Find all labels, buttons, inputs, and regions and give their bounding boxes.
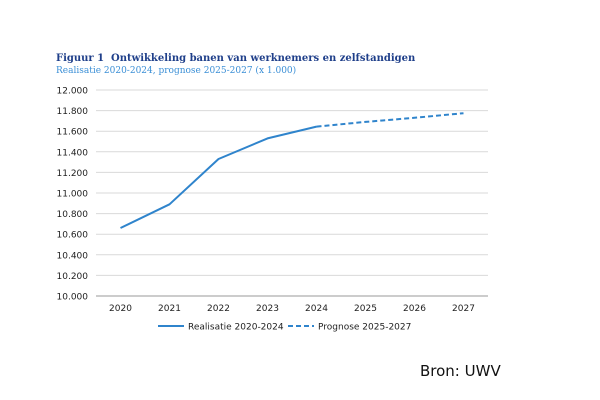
y-tick-label: 11.400 — [57, 148, 89, 158]
chart-subtitle: Realisatie 2020-2024, prognose 2025-2027… — [56, 66, 297, 76]
y-tick-label: 11.800 — [57, 107, 89, 117]
y-tick-label: 10.200 — [57, 272, 89, 282]
y-tick-label: 10.000 — [57, 293, 89, 303]
x-tick-label: 2020 — [109, 304, 132, 314]
y-tick-label: 10.800 — [57, 210, 89, 220]
source-note: Bron: UWV — [420, 362, 501, 380]
y-tick-label: 12.000 — [57, 87, 89, 97]
x-tick-label: 2023 — [256, 304, 279, 314]
x-tick-label: 2024 — [305, 304, 328, 314]
x-tick-label: 2022 — [207, 304, 230, 314]
series-line-1 — [120, 125, 317, 229]
y-tick-label: 11.600 — [57, 128, 89, 138]
x-tick-label: 2025 — [354, 304, 377, 314]
legend-label-2: Prognose 2025-2027 — [318, 323, 411, 333]
y-tick-label: 11.000 — [57, 190, 89, 200]
x-tick-label: 2027 — [452, 304, 475, 314]
series-line-2 — [316, 112, 464, 128]
legend-label-1: Realisatie 2020-2024 — [188, 323, 284, 333]
y-tick-label: 10.400 — [57, 251, 89, 261]
figure-label: Figuur 1 — [56, 53, 105, 64]
y-tick-label: 10.600 — [57, 231, 89, 241]
chart-title: Ontwikkeling banen van werknemers en zel… — [111, 53, 416, 64]
y-tick-label: 11.200 — [57, 169, 89, 179]
x-tick-label: 2021 — [158, 304, 181, 314]
x-tick-label: 2026 — [403, 304, 426, 314]
